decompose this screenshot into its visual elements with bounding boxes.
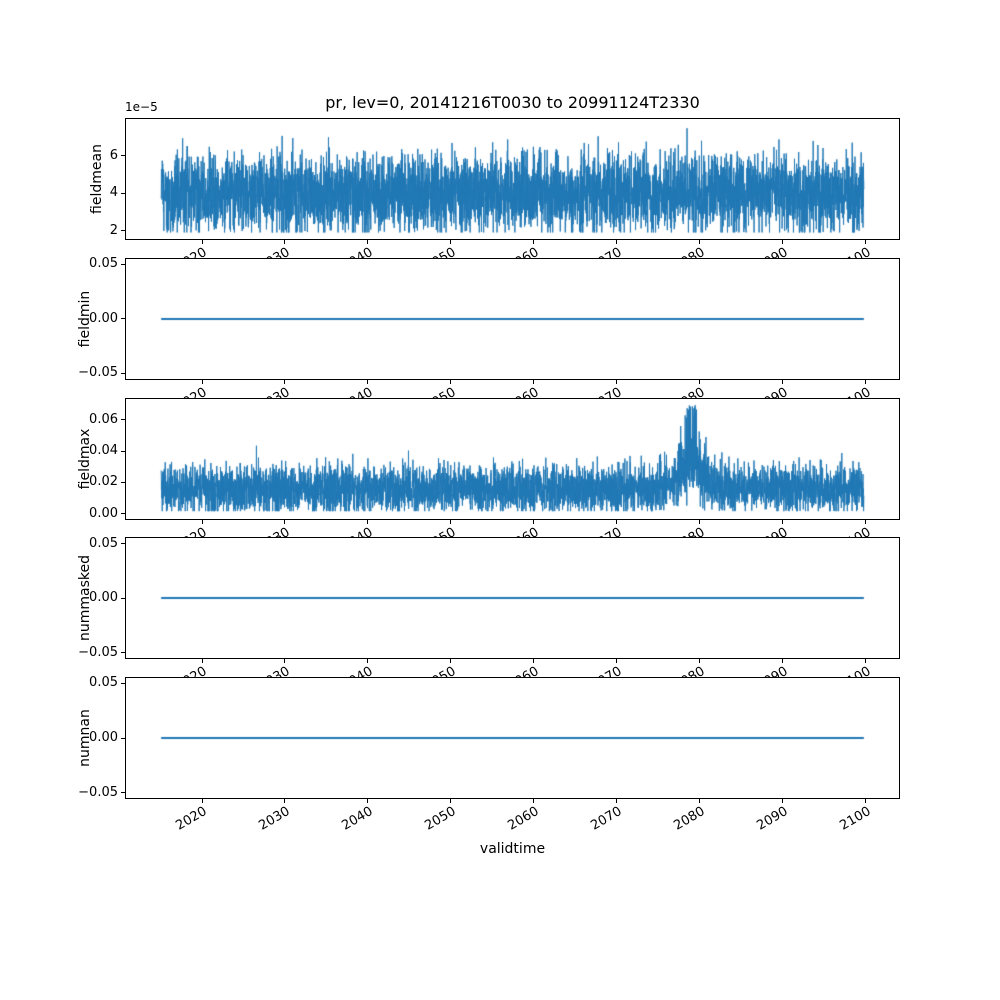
ylabel-fieldmin: fieldmin: [77, 290, 93, 348]
x-axis-label: validtime: [479, 841, 546, 857]
x-tick-mark: [201, 379, 203, 384]
numnan-line-canvas: [126, 678, 899, 798]
x-tick-mark: [367, 659, 369, 664]
x-tick-label: 2060: [505, 804, 542, 834]
axes-fieldmax: [125, 397, 900, 520]
x-tick-mark: [782, 240, 784, 244]
x-tick-label: 2080: [671, 804, 708, 834]
x-tick-mark: [782, 659, 784, 664]
x-tick-label: 2090: [753, 804, 791, 834]
ylabel-fieldmean: fieldmean: [89, 144, 105, 214]
y-tick-label: 0.00: [89, 505, 118, 521]
y-tick-label: 0.00: [89, 590, 118, 606]
x-tick-mark: [201, 659, 203, 664]
y-tick-label: 0.05: [89, 535, 118, 551]
y-tick-label: 0.00: [89, 730, 118, 745]
x-tick-mark: [616, 659, 618, 664]
x-tick-mark: [865, 240, 867, 244]
x-tick-mark: [284, 659, 286, 664]
x-tick-mark: [284, 379, 286, 384]
y-tick-label: 0.05: [89, 256, 118, 272]
x-tick-mark: [699, 799, 701, 803]
x-tick-mark: [616, 799, 618, 803]
x-tick-mark: [201, 799, 203, 803]
fieldmax-line-canvas: [126, 398, 899, 519]
figure-title: pr, lev=0, 20141216T0030 to 20991124T233…: [325, 93, 700, 112]
x-tick-mark: [533, 240, 535, 244]
x-tick-mark: [284, 799, 286, 803]
y-tick-label: 0.04: [89, 443, 118, 459]
fieldmean-line-canvas: [126, 119, 899, 239]
x-tick-label: 2020: [173, 804, 210, 834]
y-axis-offset-text: 1e−5: [125, 100, 158, 114]
x-tick-mark: [450, 519, 452, 524]
x-tick-mark: [865, 659, 867, 664]
x-tick-mark: [201, 240, 203, 244]
x-tick-mark: [616, 379, 618, 384]
x-tick-mark: [367, 379, 369, 384]
x-tick-mark: [450, 659, 452, 664]
nummasked-line-canvas: [126, 538, 899, 659]
ylabel-fieldmax: fieldmax: [77, 428, 93, 489]
x-tick-mark: [201, 519, 203, 524]
x-tick-mark: [367, 799, 369, 803]
y-tick-label: −0.05: [78, 365, 118, 381]
axes-nummasked: [125, 537, 900, 660]
x-tick-label: 2050: [422, 804, 459, 834]
y-tick-label: 0.05: [89, 675, 118, 691]
axes-numnan: [125, 677, 900, 799]
x-tick-label: 2100: [836, 804, 874, 834]
x-tick-mark: [616, 240, 618, 244]
x-tick-mark: [865, 799, 867, 803]
x-tick-mark: [367, 240, 369, 244]
y-tick-label: −0.05: [78, 644, 118, 660]
axes-fieldmean: [125, 118, 900, 240]
x-tick-mark: [450, 240, 452, 244]
x-tick-mark: [450, 379, 452, 384]
x-tick-mark: [699, 379, 701, 384]
x-tick-mark: [865, 379, 867, 384]
ylabel-nummasked: nummasked: [77, 555, 93, 642]
x-tick-mark: [782, 519, 784, 524]
x-tick-mark: [367, 519, 369, 524]
x-tick-label: 2040: [339, 804, 376, 834]
x-tick-mark: [782, 379, 784, 384]
y-tick-label: 0.00: [89, 310, 118, 326]
ylabel-numnan: numnan: [77, 709, 93, 767]
x-tick-mark: [284, 240, 286, 244]
x-tick-mark: [284, 519, 286, 524]
x-tick-mark: [533, 379, 535, 384]
y-tick-label: −0.05: [78, 784, 118, 800]
y-tick-label: 0.02: [89, 474, 118, 490]
x-tick-mark: [616, 519, 618, 524]
x-tick-mark: [699, 519, 701, 524]
x-tick-label: 2030: [256, 804, 293, 834]
x-tick-mark: [533, 799, 535, 803]
y-tick-label: 0.06: [89, 411, 118, 427]
x-tick-label: 2070: [588, 804, 625, 834]
x-tick-mark: [533, 519, 535, 524]
x-tick-mark: [533, 659, 535, 664]
axes-fieldmin: [125, 257, 900, 380]
x-tick-mark: [450, 799, 452, 803]
x-tick-mark: [782, 799, 784, 803]
x-tick-mark: [699, 240, 701, 244]
x-tick-mark: [699, 659, 701, 664]
fieldmin-line-canvas: [126, 258, 899, 379]
x-tick-mark: [865, 519, 867, 524]
